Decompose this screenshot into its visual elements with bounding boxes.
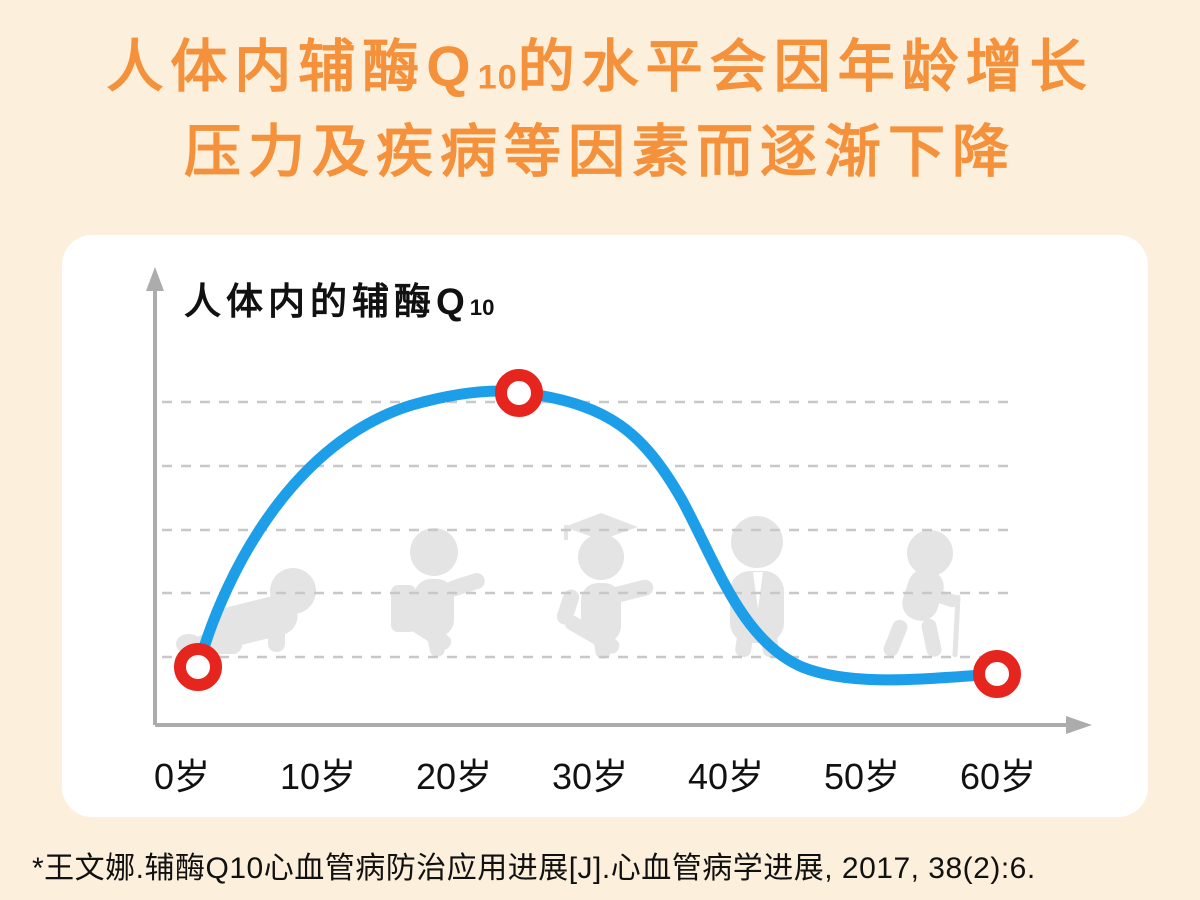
chart-card: 人体内的辅酶Q10 0岁 10岁 20岁 30岁 40岁 50岁 60岁	[62, 235, 1148, 817]
highlight-markers	[174, 369, 1021, 698]
marker-age-0	[174, 643, 222, 691]
x-tick-50: 50岁	[823, 756, 901, 797]
x-tick-10: 10岁	[279, 756, 357, 797]
dashed-gridlines	[162, 400, 1010, 659]
graduate-with-cap-icon	[556, 513, 654, 659]
q10-age-line-chart	[146, 267, 1092, 734]
axes	[146, 267, 1092, 734]
life-stage-silhouettes	[176, 513, 961, 659]
x-tick-30: 30岁	[551, 756, 629, 797]
x-tick-60: 60岁	[959, 756, 1037, 797]
y-axis-arrow-icon	[146, 267, 164, 291]
crawling-baby-icon	[176, 568, 316, 654]
page-title-line-2: 压力及疾病等因素而逐渐下降	[184, 119, 1016, 184]
marker-age-25-peak	[495, 369, 543, 417]
x-tick-0: 0岁	[153, 756, 211, 797]
q10-subscript: 10	[469, 295, 495, 321]
x-tick-20: 20岁	[415, 756, 493, 797]
chart-title: 人体内的辅酶Q10	[184, 281, 495, 322]
adult-with-tie-icon	[730, 516, 784, 658]
citation-footnote: *王文娜.辅酶Q10心血管病防治应用进展[J].心血管病学进展, 2017, 3…	[32, 852, 1036, 885]
q10-level-curve	[192, 385, 1003, 686]
child-with-backpack-icon	[391, 528, 485, 657]
x-tick-40: 40岁	[687, 756, 765, 797]
marker-age-60	[973, 650, 1021, 698]
elderly-with-cane-icon	[883, 530, 961, 658]
page-title: 人体内辅酶Q10的水平会因年龄增长 压力及疾病等因素而逐渐下降	[0, 30, 1200, 189]
x-axis-arrow-icon	[1066, 716, 1092, 734]
q10-subscript: 10	[477, 58, 518, 97]
page-title-line-1: 人体内辅酶Q10的水平会因年龄增长	[106, 35, 1094, 99]
